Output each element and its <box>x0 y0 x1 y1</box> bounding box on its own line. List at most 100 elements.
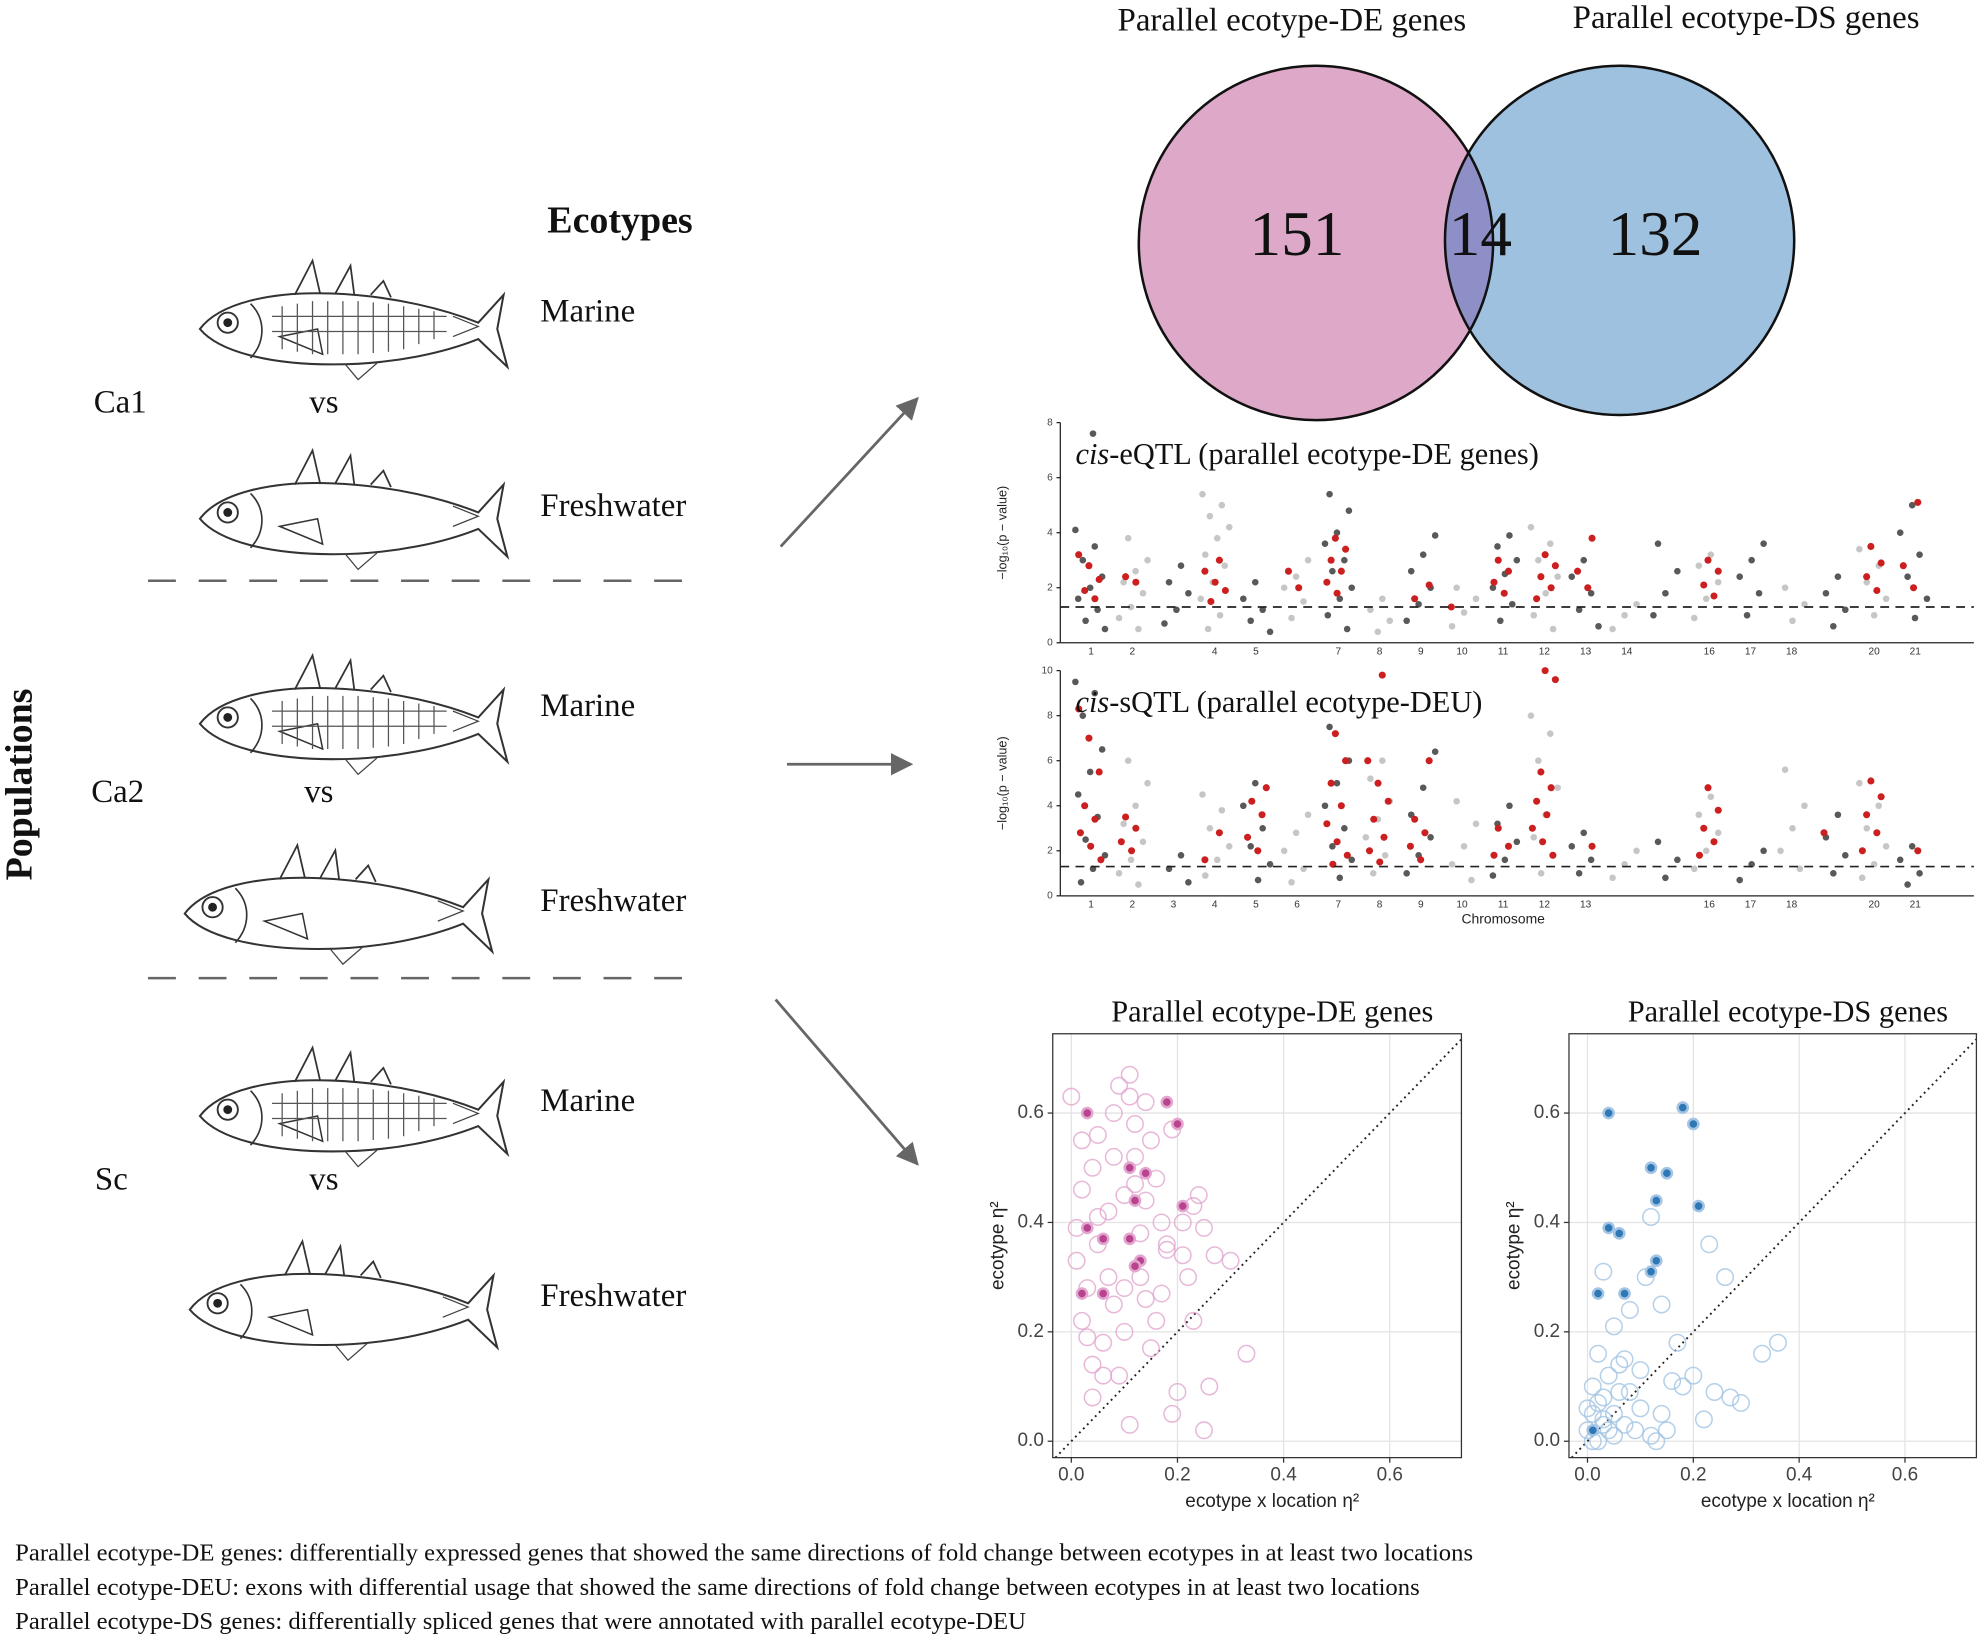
snp-point <box>1213 856 1221 864</box>
snp-point-highlight <box>1081 586 1089 595</box>
x-tick-label: 21 <box>1910 646 1922 657</box>
snp-point <box>1240 802 1247 810</box>
point <box>1141 1131 1160 1150</box>
point-highlight <box>1692 1199 1705 1213</box>
point <box>1126 1175 1144 1194</box>
x-tick-label: 13 <box>1580 646 1592 657</box>
point <box>1173 1213 1192 1232</box>
snp-point-highlight <box>1877 559 1885 567</box>
snp-point-highlight <box>1384 797 1392 805</box>
snp-point <box>1202 551 1209 558</box>
point-highlight <box>1676 1101 1690 1114</box>
snp-point <box>1144 556 1151 564</box>
point-highlight <box>1096 1287 1110 1300</box>
snp-point-highlight <box>1425 581 1433 589</box>
snp-point <box>1695 811 1703 819</box>
point <box>1700 1235 1719 1254</box>
snp-point <box>1609 874 1616 882</box>
snp-point-highlight <box>1714 806 1722 814</box>
snp-point <box>1760 847 1767 855</box>
snp-point <box>1124 757 1132 764</box>
snp-point-highlight <box>1378 671 1386 679</box>
title-text: -eQTL (parallel ecotype-DE genes) <box>1109 437 1539 471</box>
snp-point-highlight <box>1820 829 1828 837</box>
point <box>1104 1147 1123 1166</box>
snp-point-highlight <box>1543 811 1551 819</box>
point-highlight <box>1649 1254 1663 1268</box>
point <box>1184 1311 1203 1330</box>
snp-point <box>1882 595 1890 603</box>
snp-point-highlight <box>1541 551 1549 559</box>
snp-point <box>1098 746 1106 753</box>
snp-point-highlight <box>1490 851 1498 859</box>
point <box>1615 1350 1634 1369</box>
snp-point <box>1506 802 1513 810</box>
snp-point-highlight <box>1333 838 1341 846</box>
snp-point <box>1202 872 1209 879</box>
point <box>1589 1344 1608 1363</box>
x-tick-label: 10 <box>1456 646 1468 657</box>
snp-point <box>1621 611 1628 619</box>
snp-point <box>1530 611 1538 619</box>
snp-point-highlight <box>1221 586 1229 595</box>
snp-point-highlight <box>1323 578 1331 586</box>
snp-point-highlight <box>1374 779 1382 787</box>
x-tick-label: 1 <box>1088 899 1094 910</box>
snp-point <box>1654 838 1662 846</box>
snp-point <box>1082 836 1089 843</box>
y-tick-label: 6 <box>1047 472 1053 483</box>
point <box>1753 1344 1772 1363</box>
snp-point <box>1494 543 1501 550</box>
point-highlight <box>1686 1117 1700 1131</box>
point <box>1152 1213 1171 1232</box>
venn-count: 14 <box>1449 199 1512 269</box>
point <box>1721 1388 1740 1407</box>
snp-point <box>1472 820 1480 828</box>
snp-point-highlight <box>1258 811 1266 819</box>
point <box>1599 1421 1618 1440</box>
point <box>1205 1246 1224 1265</box>
y-tick-label: 8 <box>1047 417 1053 428</box>
snp-point <box>1300 598 1307 605</box>
snp-point-highlight <box>1500 589 1508 597</box>
snp-point <box>1472 595 1480 603</box>
snp-point-highlight <box>1704 784 1712 792</box>
snp-point <box>1336 874 1344 882</box>
snp-point <box>1781 584 1789 592</box>
point <box>1126 1115 1144 1133</box>
vs-label: vs <box>309 1161 338 1197</box>
snp-point <box>1177 852 1185 859</box>
snp-point <box>1554 784 1561 792</box>
point <box>1168 1383 1187 1401</box>
snp-point <box>1079 556 1087 564</box>
x-tick-label: 0.0 <box>1058 1464 1084 1485</box>
point <box>1583 1404 1602 1423</box>
snp-point <box>1120 820 1127 828</box>
snp-point <box>1091 543 1099 550</box>
snp-point <box>1801 802 1808 810</box>
snp-point <box>1875 802 1883 810</box>
snp-point-highlight <box>1914 498 1922 506</box>
snp-point-highlight <box>1411 595 1419 603</box>
snp-point <box>1225 842 1233 850</box>
snp-point-highlight <box>1504 842 1513 850</box>
venn-right-outline <box>1443 64 1796 417</box>
snp-point-highlight <box>1331 534 1339 542</box>
point <box>1604 1426 1623 1445</box>
snp-point <box>1204 625 1212 633</box>
freshwater-label: Freshwater <box>540 883 686 919</box>
fish-freshwater <box>183 844 494 966</box>
x-tick-label: 0.6 <box>1377 1464 1403 1485</box>
snp-point <box>1304 556 1312 564</box>
y-tick-label: 0.2 <box>1018 1321 1044 1342</box>
snp-point <box>1165 578 1173 586</box>
snp-point <box>1535 556 1542 564</box>
snp-point <box>1326 490 1333 498</box>
x-tick-label: 18 <box>1786 646 1798 657</box>
snp-point-highlight <box>1710 838 1718 846</box>
point <box>1620 1300 1639 1319</box>
point <box>1604 1317 1623 1336</box>
snp-point-highlight <box>1117 838 1125 846</box>
snp-point-highlight <box>1337 567 1345 575</box>
